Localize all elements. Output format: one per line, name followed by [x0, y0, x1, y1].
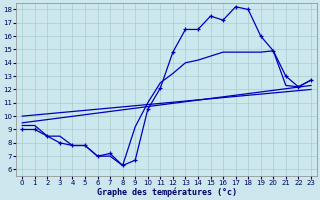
X-axis label: Graphe des températures (°c): Graphe des températures (°c) — [97, 188, 236, 197]
